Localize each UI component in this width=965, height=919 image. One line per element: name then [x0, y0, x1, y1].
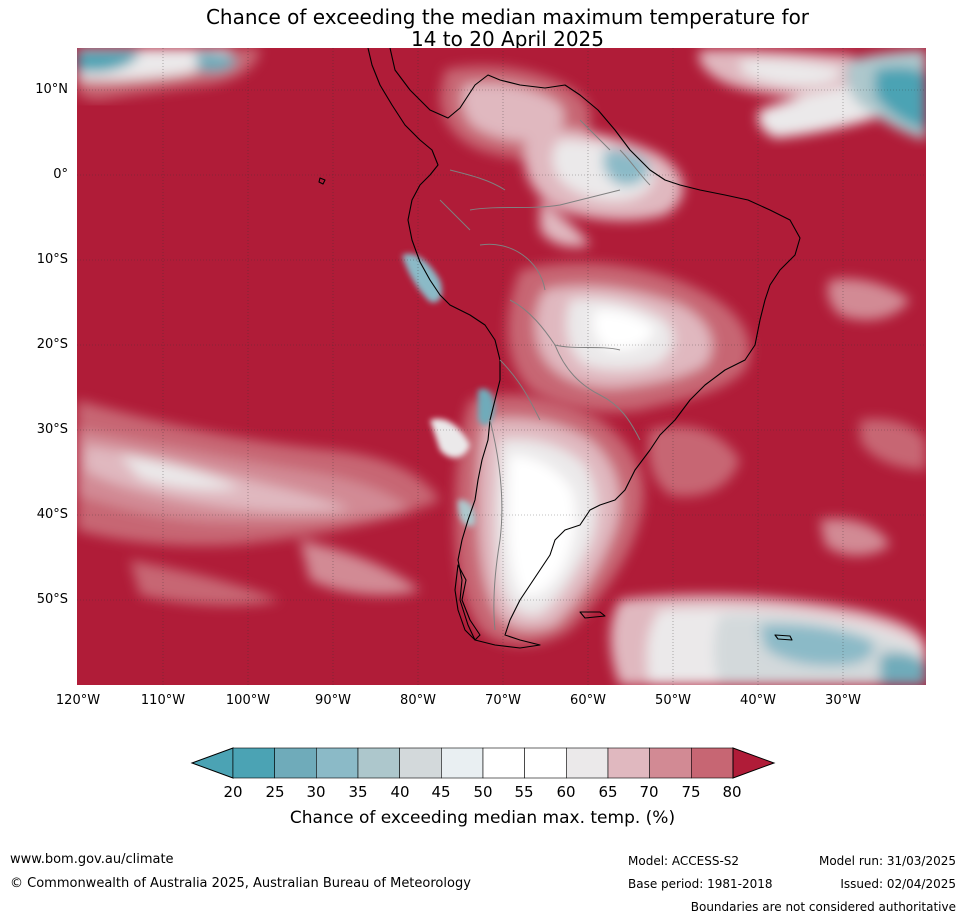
coastline-south-america [318, 48, 801, 649]
lat-label-0: 0° [53, 167, 68, 182]
lat-label-30s: 30°S [36, 422, 68, 437]
colorbar-tick-50: 50 [473, 783, 493, 801]
colorbar-tick-30: 30 [306, 783, 326, 801]
colorbar-tick-80: 80 [722, 783, 742, 801]
colorbar-tick-75: 75 [681, 783, 701, 801]
lon-label-30w: 30°W [825, 693, 861, 708]
colorbar-cell [691, 747, 734, 779]
footer-url-link[interactable]: www.bom.gov.au/climate [10, 852, 174, 867]
colorbar-cell [316, 747, 359, 779]
lat-label-20s: 20°S [36, 337, 68, 352]
colorbar-label: Chance of exceeding median max. temp. (%… [289, 808, 676, 828]
colorbar-tick-55: 55 [514, 783, 534, 801]
central-brazil [507, 262, 750, 412]
south-atlantic-region [610, 278, 926, 685]
footer-model-run: Model run: 31/03/2025 [818, 854, 956, 868]
map-title-line-1: Chance of exceeding the median maximum t… [205, 5, 810, 29]
colorbar-cells [232, 747, 734, 779]
footer-base-period: Base period: 1981-2018 [628, 877, 773, 891]
colorbar-tick-70: 70 [639, 783, 659, 801]
argentina-region [455, 395, 644, 645]
tropical-atlantic-region [698, 49, 926, 140]
colorbar-tick-40: 40 [390, 783, 410, 801]
lon-label-80w: 80°W [400, 693, 436, 708]
pacific-band [77, 400, 440, 606]
eastern-pacific-patch [77, 48, 260, 100]
colorbar-cell [649, 747, 692, 779]
colorbar-cell [524, 747, 567, 779]
colorbar-over-arrow [732, 747, 776, 779]
lon-label-100w: 100°W [225, 693, 271, 708]
lon-label-110w: 110°W [140, 693, 186, 708]
colorbar-tick-25: 25 [265, 783, 285, 801]
probability-map [77, 48, 926, 685]
colorbar-tick-60: 60 [556, 783, 576, 801]
colorbar-tick-20: 20 [223, 783, 243, 801]
colorbar-under-arrow [190, 747, 234, 779]
footer-model: Model: ACCESS-S2 [628, 854, 740, 868]
colorbar-cell [232, 747, 275, 779]
colorbar-cell [607, 747, 650, 779]
colorbar-cell [274, 747, 317, 779]
colorbar-tick-65: 65 [598, 783, 618, 801]
colorbar-cell [399, 747, 442, 779]
map-title-line-2: 14 to 20 April 2025 [410, 27, 605, 51]
country-borders [439, 119, 651, 631]
northern-region [440, 66, 684, 247]
lon-label-60w: 60°W [570, 693, 606, 708]
colorbar-tick-35: 35 [348, 783, 368, 801]
colorbar [190, 747, 776, 779]
colorbar-cell [357, 747, 400, 779]
lon-label-70w: 70°W [485, 693, 521, 708]
lon-label-50w: 50°W [655, 693, 691, 708]
footer-disclaimer: Boundaries are not considered authoritat… [690, 900, 956, 914]
graticule [77, 48, 926, 685]
colorbar-cell [441, 747, 484, 779]
footer-copyright: © Commonwealth of Australia 2025, Austra… [10, 876, 471, 891]
colorbar-tick-45: 45 [431, 783, 451, 801]
lat-label-10s: 10°S [36, 252, 68, 267]
colorbar-cell [566, 747, 609, 779]
lat-label-40s: 40°S [36, 507, 68, 522]
lat-label-50s: 50°S [36, 592, 68, 607]
footer-issued: Issued: 02/04/2025 [840, 877, 956, 891]
colorbar-cell [482, 747, 525, 779]
lon-label-90w: 90°W [315, 693, 351, 708]
lon-label-40w: 40°W [740, 693, 776, 708]
lat-label-10n: 10°N [35, 82, 68, 97]
lon-label-120w: 120°W [55, 693, 101, 708]
